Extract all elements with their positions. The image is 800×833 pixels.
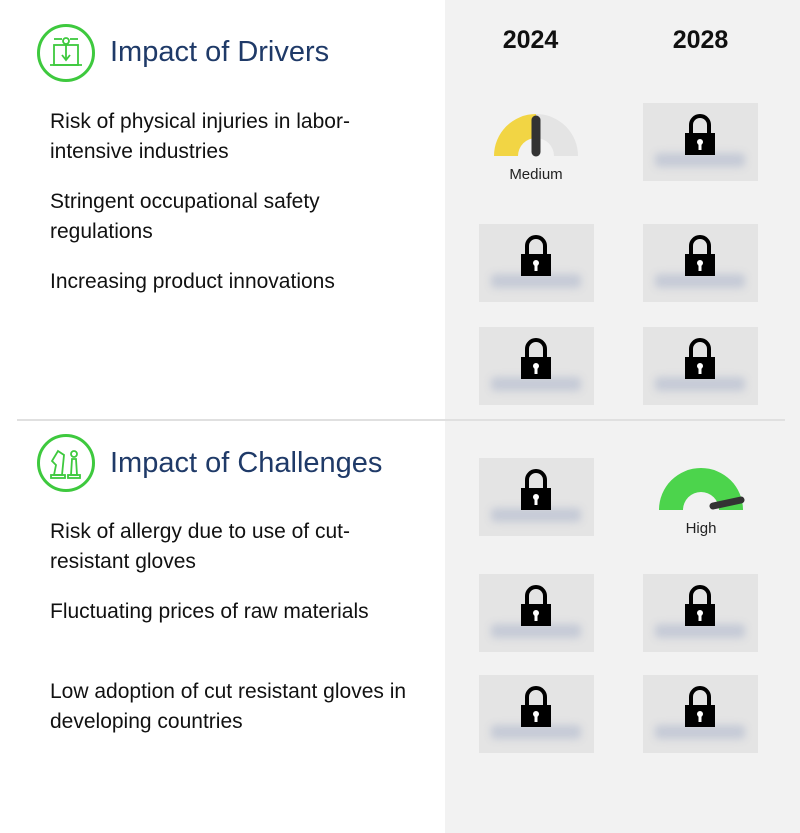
challenge-item: Fluctuating prices of raw materials (50, 600, 369, 623)
lock-icon (521, 686, 551, 727)
blurred-text (491, 377, 581, 391)
challenge-item: Risk of allergy due to use of cut-resist… (50, 520, 350, 573)
challenge-item: Low adoption of cut resistant gloves in … (50, 680, 407, 733)
locked-cell[interactable] (479, 224, 594, 302)
locked-cell[interactable] (643, 675, 758, 753)
driver-item: Increasing product innovations (50, 270, 335, 293)
locked-cell[interactable] (643, 224, 758, 302)
locked-cell[interactable] (479, 675, 594, 753)
blurred-text (655, 725, 745, 739)
drivers-machine-icon (37, 24, 95, 82)
blurred-text (491, 274, 581, 288)
blurred-text (491, 725, 581, 739)
locked-cell[interactable] (643, 103, 758, 181)
lock-icon (685, 114, 715, 155)
lock-icon (521, 235, 551, 276)
blurred-text (491, 508, 581, 522)
lock-icon (685, 235, 715, 276)
lock-icon (521, 338, 551, 379)
blurred-text (655, 377, 745, 391)
gauge-label: High (685, 520, 717, 537)
year-2024-header: 2024 (502, 26, 559, 54)
locked-cell[interactable] (643, 327, 758, 405)
lock-icon (685, 585, 715, 626)
locked-cell[interactable] (479, 574, 594, 652)
blurred-text (655, 274, 745, 288)
high-gauge: High (651, 464, 751, 544)
year-2028-header: 2028 (672, 26, 729, 54)
locked-cell[interactable] (479, 327, 594, 405)
blurred-text (655, 153, 745, 167)
drivers-title: Impact of Drivers (110, 36, 330, 68)
lock-icon (521, 585, 551, 626)
lock-icon (685, 338, 715, 379)
blurred-text (655, 624, 745, 638)
blurred-text (491, 624, 581, 638)
gauge-label: Medium (509, 166, 563, 183)
driver-item: Risk of physical injuries in labor-inten… (50, 110, 350, 163)
chess-pieces-icon (37, 434, 95, 492)
section-divider (17, 419, 785, 421)
locked-cell[interactable] (643, 574, 758, 652)
medium-gauge: Medium (486, 110, 586, 190)
driver-item: Stringent occupational safety regulation… (50, 190, 320, 243)
lock-icon (685, 686, 715, 727)
lock-icon (521, 469, 551, 510)
challenges-title: Impact of Challenges (110, 447, 383, 479)
locked-cell[interactable] (479, 458, 594, 536)
